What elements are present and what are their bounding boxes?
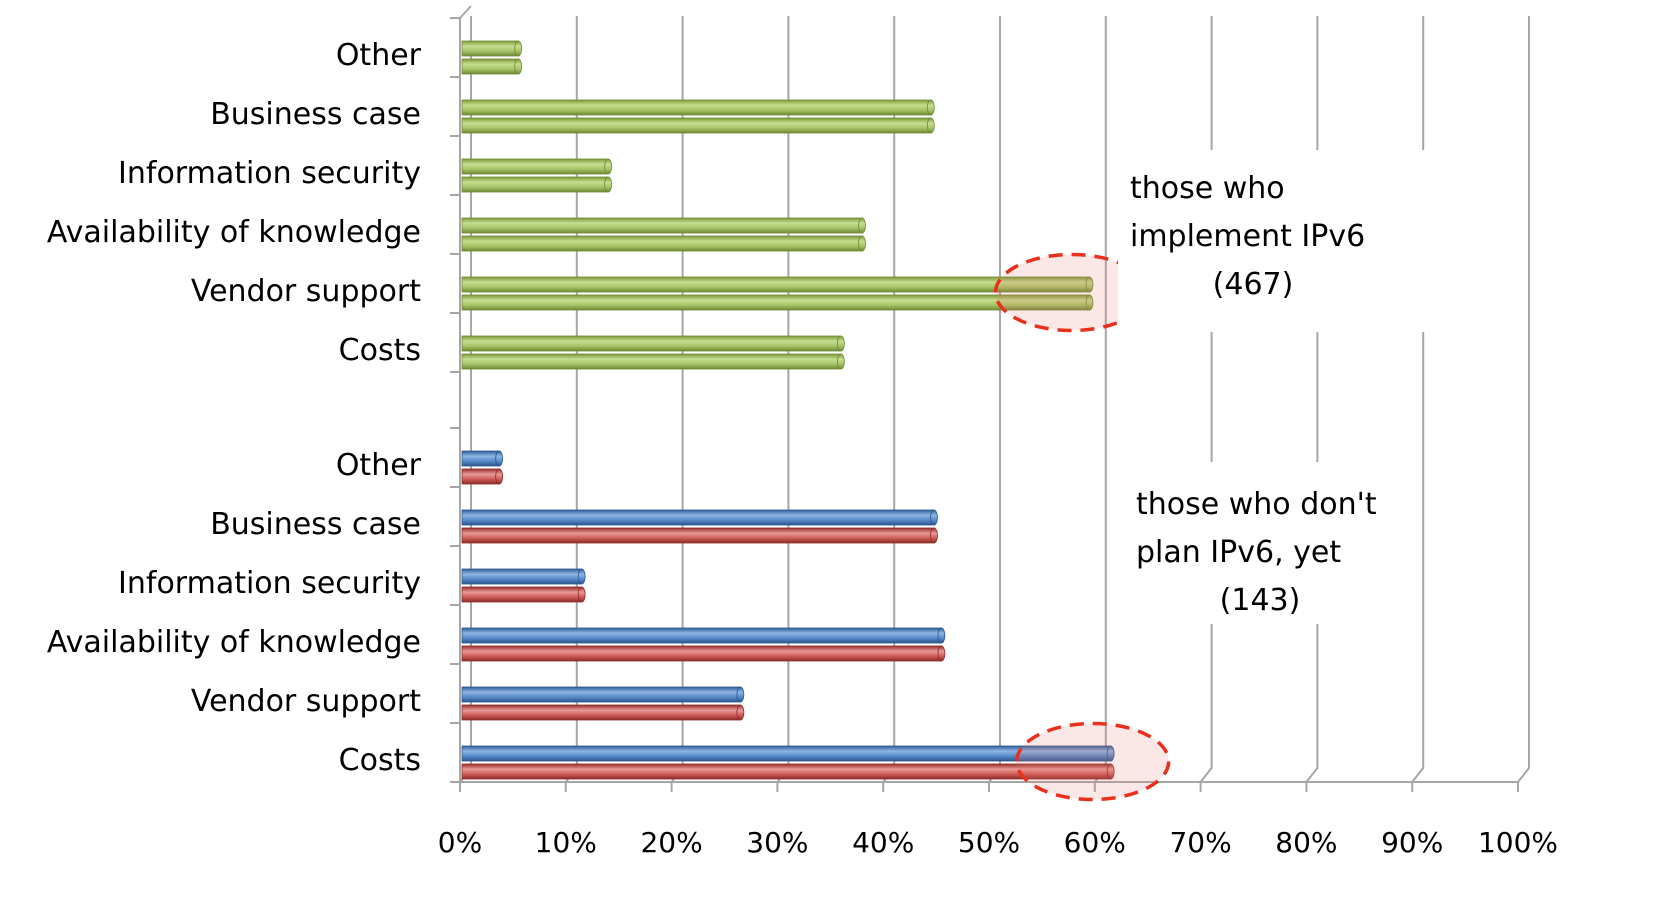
category-label: Availability of knowledge <box>47 215 421 250</box>
bar-end-cap <box>495 450 504 467</box>
annotation-text: (467) <box>1213 267 1294 302</box>
bar-end-cap <box>930 527 938 544</box>
bar <box>461 335 842 352</box>
gridline <box>1411 16 1425 783</box>
bar <box>461 450 500 467</box>
bar <box>461 235 863 252</box>
bar-end-cap <box>514 58 523 75</box>
bar <box>461 645 942 662</box>
bar <box>461 294 1090 311</box>
gridline <box>1094 16 1107 783</box>
annotation-text: those who don't <box>1136 487 1377 522</box>
annotation-text: plan IPv6, yet <box>1136 535 1341 570</box>
x-tick-label: 0% <box>438 826 482 859</box>
x-tick-label: 10% <box>535 826 597 859</box>
x-tick-label: 40% <box>852 826 914 859</box>
x-tick-label: 80% <box>1275 826 1337 859</box>
x-tick-label: 50% <box>958 826 1020 859</box>
category-label: Costs <box>339 743 421 778</box>
category-label: Costs <box>339 333 421 368</box>
bar-end-cap <box>495 468 504 485</box>
bar <box>461 527 935 544</box>
category-label: Other <box>336 448 422 483</box>
bar <box>461 176 609 193</box>
bar-end-cap <box>937 645 946 662</box>
bar <box>461 763 1112 780</box>
gridline <box>1305 16 1319 783</box>
bar <box>461 117 932 134</box>
bar-end-cap <box>577 568 586 585</box>
bar-end-cap <box>604 176 613 193</box>
bar <box>461 468 500 485</box>
bar <box>461 586 583 603</box>
x-tick-label: 20% <box>640 826 702 859</box>
bar-end-cap <box>1106 745 1115 762</box>
gridline <box>1199 16 1213 783</box>
bar <box>461 568 583 585</box>
bar-end-cap <box>926 99 935 116</box>
category-label: Information security <box>118 156 421 191</box>
bar <box>461 40 519 57</box>
bar <box>461 509 935 526</box>
bar <box>461 353 842 370</box>
bar-end-cap <box>604 158 613 175</box>
bar-end-cap <box>858 235 866 252</box>
bar <box>461 58 519 75</box>
bar-end-cap <box>926 117 935 134</box>
annotation-box <box>1125 462 1415 624</box>
x-tick-label: 70% <box>1169 826 1231 859</box>
annotation-text: those who <box>1130 171 1285 206</box>
bar-end-cap <box>836 335 845 352</box>
bar-end-cap <box>836 353 845 370</box>
x-tick-label: 90% <box>1381 826 1443 859</box>
x-tick-label: 60% <box>1064 826 1126 859</box>
bar-end-cap <box>1085 276 1094 293</box>
bar-end-cap <box>937 627 946 644</box>
annotation-text: implement IPv6 <box>1130 219 1365 254</box>
bar <box>461 627 942 644</box>
x-tick-label: 30% <box>746 826 808 859</box>
annotation-text: (143) <box>1220 583 1301 618</box>
gridline <box>1517 16 1530 783</box>
category-label: Availability of knowledge <box>47 625 421 660</box>
bar <box>461 704 741 721</box>
category-label: Vendor support <box>191 684 421 719</box>
category-label: Other <box>336 38 422 73</box>
bar-end-cap <box>858 217 866 234</box>
bar-end-cap <box>1106 763 1115 780</box>
annotation-box <box>1118 150 1426 332</box>
bar-end-cap <box>514 40 523 57</box>
highlight-ellipse <box>1014 721 1171 802</box>
category-label: Information security <box>118 566 421 601</box>
category-label: Vendor support <box>191 274 421 309</box>
bar <box>461 158 609 175</box>
x-tick-label: 100% <box>1478 826 1558 859</box>
bar-end-cap <box>577 586 586 603</box>
bar-end-cap <box>930 509 938 526</box>
bar <box>461 217 863 234</box>
category-label: Business case <box>210 507 421 542</box>
bar-end-cap <box>1085 294 1094 311</box>
bar <box>461 99 932 116</box>
bar-end-cap <box>736 686 745 703</box>
bar <box>461 686 741 703</box>
bar-end-cap <box>736 704 745 721</box>
bar <box>461 745 1112 762</box>
category-label: Business case <box>210 97 421 132</box>
gridline <box>988 16 1001 783</box>
